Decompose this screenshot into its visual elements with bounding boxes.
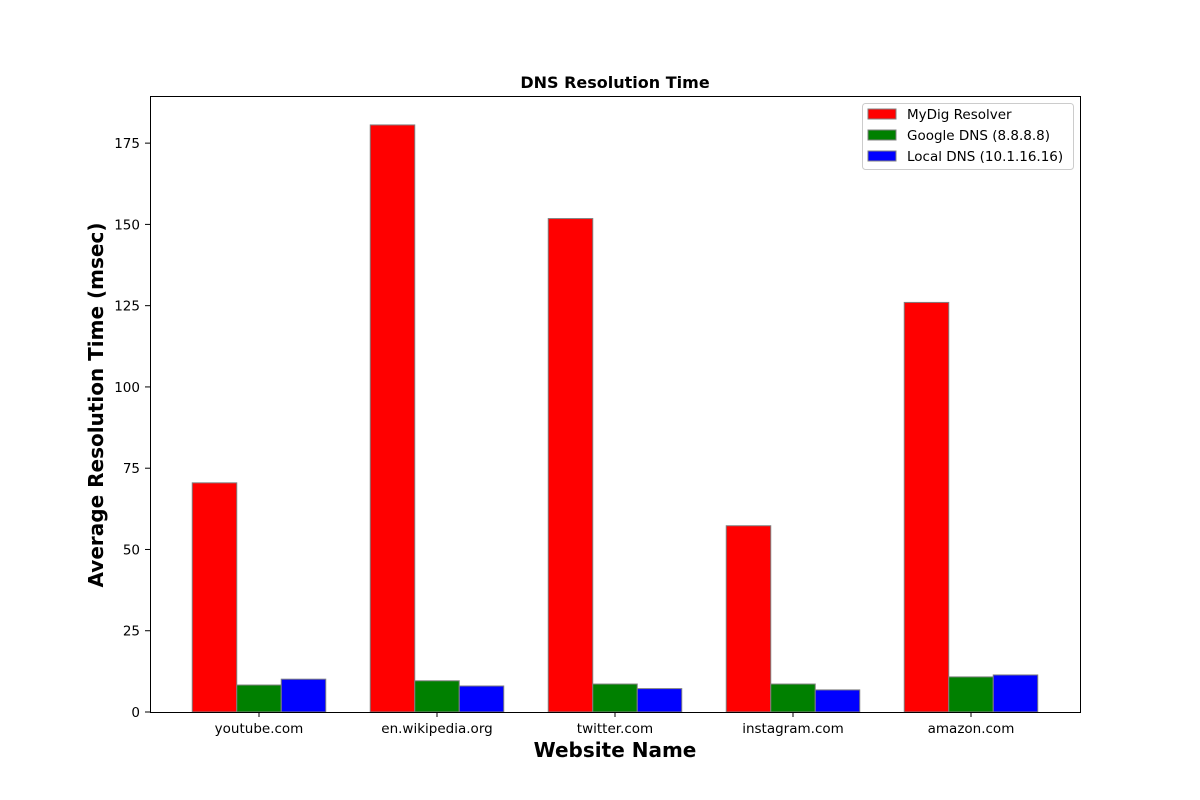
bar-google-dns-8-8-8-8-twitter-com bbox=[592, 683, 638, 713]
bar-mydig-resolver-twitter-com bbox=[547, 218, 594, 713]
legend-box bbox=[862, 103, 1074, 170]
y-tick-label: 175 bbox=[114, 136, 140, 152]
x-axis-ticks: youtube.com en.wikipedia.org twitter.com in… bbox=[215, 712, 1015, 737]
bar-google-dns-8-8-8-8-amazon-com bbox=[948, 676, 994, 713]
x-tick-label: amazon.com bbox=[928, 721, 1015, 737]
y-tick-label: 150 bbox=[114, 217, 140, 233]
bar-mydig-resolver-en-wikipedia-org bbox=[369, 124, 416, 713]
x-tick-label: twitter.com bbox=[577, 721, 653, 737]
legend-label-mydig: MyDig Resolver bbox=[907, 107, 1012, 123]
legend-swatch-google bbox=[867, 129, 897, 141]
chart-title: DNS Resolution Time bbox=[520, 73, 709, 92]
y-tick-label: 75 bbox=[123, 461, 140, 477]
x-tick-label: youtube.com bbox=[215, 721, 304, 737]
y-tick-label: 125 bbox=[114, 299, 140, 315]
legend-label-google: Google DNS (8.8.8.8) bbox=[907, 128, 1050, 144]
y-tick-label: 50 bbox=[123, 542, 140, 558]
bar-local-dns-10-1-16-16-en-wikipedia-org bbox=[458, 685, 505, 713]
bar-google-dns-8-8-8-8-en-wikipedia-org bbox=[414, 680, 460, 713]
x-tick-label: en.wikipedia.org bbox=[381, 721, 492, 737]
legend: MyDig Resolver Google DNS (8.8.8.8) Loca… bbox=[862, 103, 1074, 170]
bar-local-dns-10-1-16-16-twitter-com bbox=[636, 688, 683, 713]
y-axis-ticks: 0 25 50 75 100 125 150 175 bbox=[114, 136, 150, 721]
bar-mydig-resolver-youtube-com bbox=[191, 482, 238, 713]
bar-local-dns-10-1-16-16-instagram-com bbox=[814, 689, 861, 713]
bar-local-dns-10-1-16-16-amazon-com bbox=[992, 674, 1039, 713]
x-tick-label: instagram.com bbox=[742, 721, 844, 737]
bar-mydig-resolver-amazon-com bbox=[903, 301, 950, 713]
legend-swatch-mydig bbox=[867, 108, 897, 120]
y-tick-label: 100 bbox=[114, 380, 140, 396]
y-tick-label: 0 bbox=[131, 705, 140, 721]
bar-local-dns-10-1-16-16-youtube-com bbox=[280, 678, 327, 713]
bar-google-dns-8-8-8-8-instagram-com bbox=[770, 683, 816, 713]
bars-group bbox=[191, 124, 1039, 713]
y-tick-label: 25 bbox=[123, 624, 140, 640]
y-axis-label: Average Resolution Time (msec) bbox=[84, 223, 108, 588]
legend-label-local: Local DNS (10.1.16.16) bbox=[907, 149, 1063, 165]
legend-swatch-local bbox=[867, 150, 897, 162]
x-axis-label: Website Name bbox=[534, 738, 697, 762]
bar-mydig-resolver-instagram-com bbox=[725, 525, 772, 713]
bar-google-dns-8-8-8-8-youtube-com bbox=[236, 684, 282, 713]
